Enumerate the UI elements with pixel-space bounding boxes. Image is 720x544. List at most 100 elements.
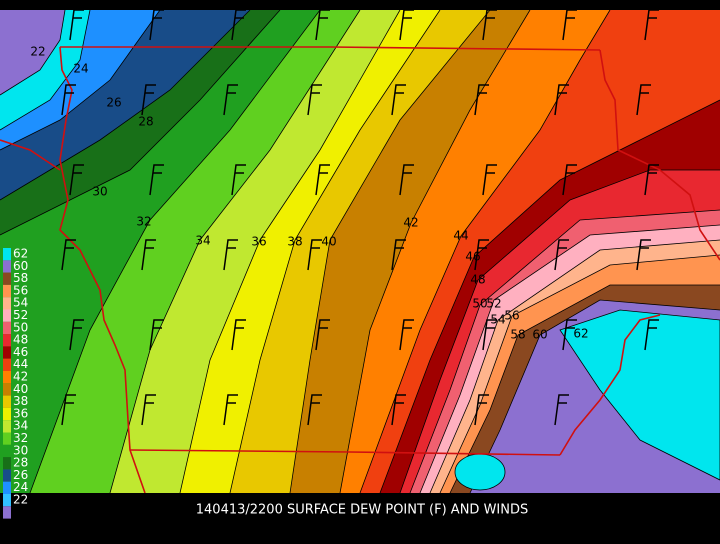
contour-line xyxy=(0,9,66,96)
contour-line xyxy=(179,9,401,494)
contour-line xyxy=(289,9,491,494)
contour-label: 22 xyxy=(30,45,45,59)
wind-barb xyxy=(141,84,156,116)
contour-label: 60 xyxy=(532,328,547,342)
legend-swatch xyxy=(3,346,11,359)
legend: 6260585654525048464442403836343230282624… xyxy=(3,247,28,519)
contour-label: 56 xyxy=(504,309,519,323)
legend-label: 62 xyxy=(13,247,28,261)
wind-barb xyxy=(307,239,322,271)
contour-line xyxy=(339,9,531,494)
legend-swatch xyxy=(3,358,11,371)
contour-line xyxy=(0,9,161,151)
contour-line xyxy=(0,9,281,236)
wind-barb xyxy=(391,84,406,116)
wind-barb xyxy=(399,164,414,196)
contour-label: 46 xyxy=(465,250,480,264)
wind-barb xyxy=(482,164,497,196)
wind-barb xyxy=(307,84,322,116)
legend-label: 44 xyxy=(13,357,28,371)
wind-barb xyxy=(391,394,406,426)
contour-label: 58 xyxy=(510,328,525,342)
wind-barb xyxy=(554,394,569,426)
state-borders xyxy=(0,46,720,494)
legend-swatch xyxy=(3,469,11,482)
legend-swatch xyxy=(3,272,11,285)
wind-barb xyxy=(562,164,577,196)
contour-line xyxy=(0,9,251,201)
contour-label: 32 xyxy=(136,215,151,229)
border xyxy=(559,314,661,456)
legend-label: 30 xyxy=(13,443,28,457)
legend-swatch xyxy=(3,321,11,335)
legend-swatch xyxy=(3,260,11,273)
legend-swatch xyxy=(3,494,11,507)
contour-label: 36 xyxy=(251,235,266,249)
contour-label: 42 xyxy=(403,216,418,230)
legend-swatch xyxy=(3,481,11,494)
legend-swatch xyxy=(3,371,11,384)
border xyxy=(599,49,720,261)
legend-label: 42 xyxy=(13,370,28,384)
contour-line xyxy=(29,9,321,494)
contour-line xyxy=(449,284,720,494)
legend-label: 38 xyxy=(13,394,28,408)
dewpoint-bands xyxy=(0,9,720,494)
contour-line xyxy=(409,209,720,494)
contour-line xyxy=(109,9,361,494)
wind-barb xyxy=(69,319,84,351)
legend-swatch xyxy=(3,457,11,470)
wind-barb xyxy=(315,164,330,196)
contour-line xyxy=(0,9,91,131)
wind-barb xyxy=(482,319,497,351)
contour-label: 52 xyxy=(486,297,501,311)
footer xyxy=(0,493,720,540)
legend-label: 56 xyxy=(13,283,28,297)
contour-label: 34 xyxy=(195,234,210,248)
wind-barb xyxy=(474,84,489,116)
legend-label: 50 xyxy=(13,320,28,334)
wind-barb xyxy=(644,319,659,351)
contour-line xyxy=(379,99,720,494)
wind-barb xyxy=(149,319,164,351)
contour-line xyxy=(359,9,611,494)
wind-barbs xyxy=(61,9,659,426)
wind-barb xyxy=(474,394,489,426)
legend-label: 26 xyxy=(13,468,28,482)
contour-label: 24 xyxy=(73,62,88,76)
contour-label: 48 xyxy=(470,273,485,287)
legend-swatch xyxy=(3,334,11,347)
contour-line xyxy=(399,169,720,494)
legend-label: 46 xyxy=(13,345,28,359)
wind-barb xyxy=(644,164,659,196)
map-title: 140413/2200 SURFACE DEW POINT (F) AND WI… xyxy=(196,503,529,518)
legend-label: 54 xyxy=(13,296,28,310)
wind-barb xyxy=(141,239,156,271)
wind-barb xyxy=(636,84,651,116)
border xyxy=(0,139,61,171)
legend-swatch xyxy=(3,248,11,261)
legend-swatch xyxy=(3,506,11,519)
wind-barb xyxy=(223,84,238,116)
legend-label: 48 xyxy=(13,333,28,347)
contour-label: 40 xyxy=(321,235,336,249)
wind-barb xyxy=(554,239,569,271)
contour-label: 50 xyxy=(472,297,487,311)
wind-barb xyxy=(223,394,238,426)
legend-label: 58 xyxy=(13,271,28,285)
border xyxy=(60,46,601,51)
wind-barb xyxy=(69,164,84,196)
legend-label: 52 xyxy=(13,308,28,322)
legend-label: 32 xyxy=(13,431,28,445)
wind-barb xyxy=(61,84,76,116)
wind-barb xyxy=(231,9,246,41)
legend-label: 22 xyxy=(13,493,28,507)
legend-label: 60 xyxy=(13,259,28,273)
legend-swatch xyxy=(3,444,11,458)
legend-label: 24 xyxy=(13,480,28,494)
legend-swatch xyxy=(3,297,11,310)
wind-barb xyxy=(141,394,156,426)
legend-swatch xyxy=(3,420,11,433)
